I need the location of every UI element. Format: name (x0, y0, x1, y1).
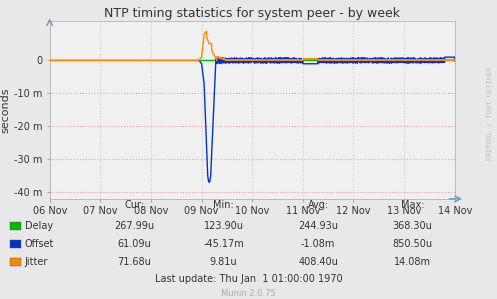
Y-axis label: seconds: seconds (1, 87, 11, 133)
Text: Max:: Max: (401, 200, 424, 210)
Text: Cur:: Cur: (124, 200, 144, 210)
Text: 14.08m: 14.08m (394, 257, 431, 267)
Text: 61.09u: 61.09u (117, 239, 151, 249)
Text: Min:: Min: (213, 200, 234, 210)
Text: RRDTOOL / TOBI OETIKER: RRDTOOL / TOBI OETIKER (487, 67, 493, 160)
Text: 71.68u: 71.68u (117, 257, 151, 267)
Text: Jitter: Jitter (25, 257, 48, 267)
Text: 368.30u: 368.30u (393, 221, 432, 231)
Text: 9.81u: 9.81u (210, 257, 238, 267)
Text: Last update: Thu Jan  1 01:00:00 1970: Last update: Thu Jan 1 01:00:00 1970 (155, 274, 342, 284)
Text: -45.17m: -45.17m (203, 239, 244, 249)
Title: NTP timing statistics for system peer - by week: NTP timing statistics for system peer - … (104, 7, 400, 20)
Text: 244.93u: 244.93u (298, 221, 338, 231)
Text: Offset: Offset (25, 239, 54, 249)
Text: 267.99u: 267.99u (114, 221, 154, 231)
Text: -1.08m: -1.08m (301, 239, 335, 249)
Text: 408.40u: 408.40u (298, 257, 338, 267)
Text: 850.50u: 850.50u (393, 239, 432, 249)
Text: Avg:: Avg: (308, 200, 329, 210)
Text: Delay: Delay (25, 221, 53, 231)
Text: Munin 2.0.75: Munin 2.0.75 (221, 289, 276, 298)
Text: 123.90u: 123.90u (204, 221, 244, 231)
